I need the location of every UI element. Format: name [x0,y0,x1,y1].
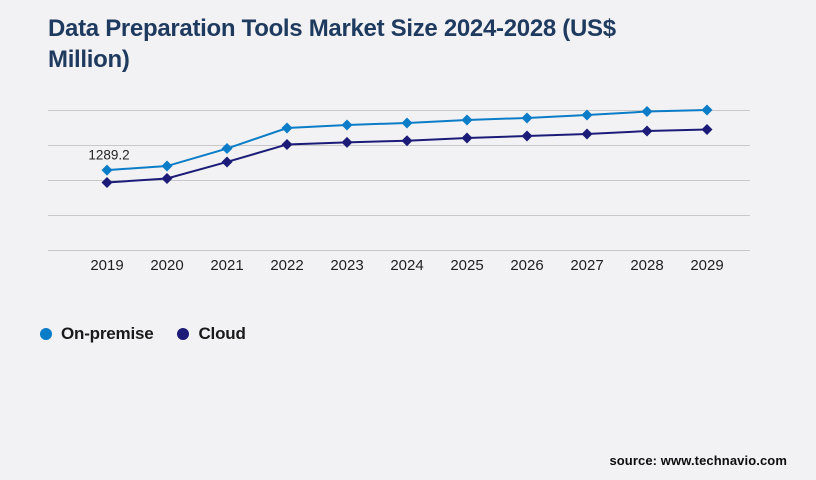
x-tick-label: 2022 [270,257,303,274]
data-point-cloud-2026[interactable] [521,130,533,142]
x-tick-label: 2020 [150,257,183,274]
data-point-on-premise-2027[interactable] [581,109,593,121]
legend-item-on-premise[interactable]: On-premise [40,324,154,344]
data-point-cloud-2028[interactable] [641,125,653,137]
chart-legend: On-premise Cloud [40,324,246,344]
data-point-cloud-2024[interactable] [401,135,413,147]
x-tick-label: 2027 [570,257,603,274]
data-point-cloud-2023[interactable] [341,136,353,148]
data-point-on-premise-2026[interactable] [521,112,533,124]
x-tick-label: 2029 [690,257,723,274]
x-tick-label: 2026 [510,257,543,274]
data-point-cloud-2027[interactable] [581,128,593,140]
legend-marker-cloud-icon [177,328,190,340]
legend-marker-on-premise-icon [40,328,52,340]
data-point-cloud-2019[interactable] [101,176,113,188]
data-point-on-premise-2022[interactable] [281,122,293,134]
legend-label-cloud: Cloud [198,324,246,343]
data-point-cloud-2022[interactable] [281,138,293,150]
x-tick-label: 2019 [90,257,123,274]
data-point-on-premise-2023[interactable] [341,119,353,131]
data-point-cloud-2021[interactable] [221,156,233,168]
x-tick-label: 2024 [390,257,423,274]
chart-title: Data Preparation Tools Market Size 2024-… [48,15,616,73]
data-point-on-premise-2021[interactable] [221,143,233,155]
data-point-cloud-2025[interactable] [461,132,473,144]
data-point-on-premise-2029[interactable] [701,104,713,116]
data-point-on-premise-2025[interactable] [461,114,473,126]
data-point-cloud-2029[interactable] [701,124,713,136]
x-tick-label: 2025 [450,257,483,274]
source-attribution: source: www.technavio.com [609,453,787,468]
data-point-on-premise-2019[interactable] [101,164,113,176]
x-tick-label: 2023 [330,257,363,274]
legend-label-on-premise: On-premise [61,324,154,343]
data-label: 1289.2 [88,148,129,163]
data-point-on-premise-2024[interactable] [401,117,413,129]
data-point-on-premise-2028[interactable] [641,106,653,118]
x-tick-label: 2028 [630,257,663,274]
data-point-cloud-2020[interactable] [161,173,173,185]
data-point-on-premise-2020[interactable] [161,160,173,172]
legend-item-cloud[interactable]: Cloud [177,324,246,344]
x-tick-label: 2021 [210,257,243,274]
